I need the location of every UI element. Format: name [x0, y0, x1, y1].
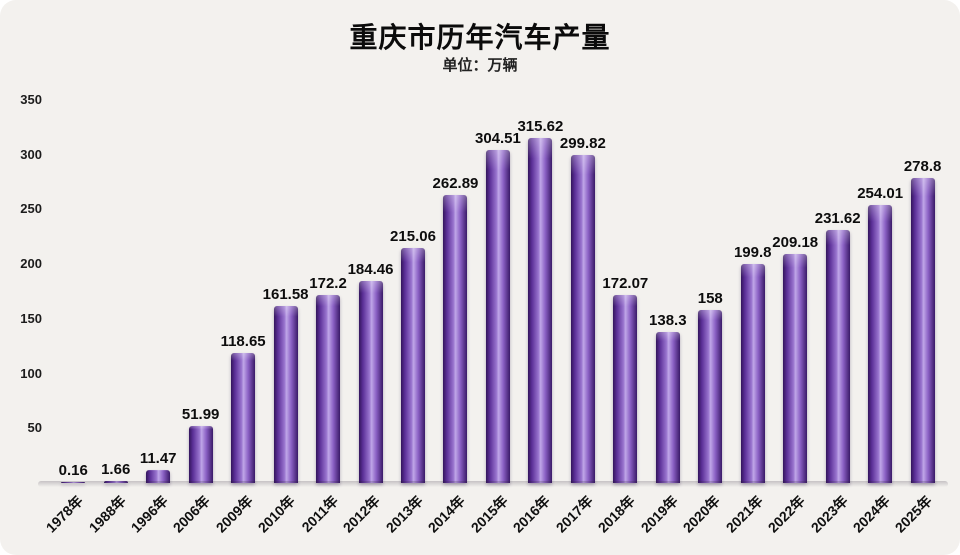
bar-slot: 231.62	[814, 209, 861, 483]
bar-value-label: 172.2	[309, 274, 347, 292]
bar-value-label: 161.58	[262, 286, 309, 304]
bars-row: 0.16 1.66 11.47 51.99 118.65 161.58 172.2 184.4…	[52, 100, 944, 483]
y-tick-label: 100	[20, 365, 42, 381]
bar	[103, 481, 128, 483]
bar-slot: 278.8	[901, 158, 943, 483]
x-axis-labels: 1978年 1988年 1996年 2006年 2009年 2010年 2011年 2012年…	[43, 489, 944, 551]
bar	[61, 481, 86, 483]
bar-value-label: 215.06	[390, 227, 436, 245]
bar	[613, 294, 638, 483]
bar-value-label: 158	[697, 290, 723, 308]
bar-value-label: 138.3	[649, 311, 687, 329]
bar	[910, 177, 935, 483]
bar-slot: 262.89	[432, 175, 479, 483]
bar-value-label: 262.89	[432, 175, 479, 193]
bar-slot: 215.06	[390, 227, 436, 483]
bar-slot: 161.58	[262, 286, 309, 483]
bar-slot: 158	[689, 290, 731, 483]
bar	[740, 264, 765, 483]
bar-value-label: 278.8	[903, 157, 942, 175]
bar-slot: 118.65	[220, 333, 266, 483]
bar	[485, 149, 510, 483]
bar-value-label: 299.82	[559, 134, 606, 152]
bar	[655, 331, 680, 483]
y-tick-label: 250	[20, 201, 42, 217]
bar-value-label: 254.01	[857, 185, 904, 203]
bar-slot: 209.18	[772, 234, 819, 483]
bar	[273, 306, 298, 483]
bar-slot: 199.8	[732, 244, 774, 483]
bar	[443, 195, 468, 483]
y-tick-label: 350	[20, 92, 42, 107]
bar-value-label: 199.8	[733, 244, 772, 262]
chart-title: 重庆市历年汽车产量	[349, 22, 611, 53]
bar	[570, 154, 595, 483]
x-tick-label: 1978年	[42, 492, 86, 536]
bar-value-label: 231.62	[814, 209, 861, 227]
bar	[783, 254, 808, 483]
bar-slot: 315.62	[517, 117, 564, 483]
bar	[825, 229, 850, 483]
bar-value-label: 304.51	[474, 129, 521, 147]
bar	[400, 247, 425, 483]
bar-slot: 172.2	[307, 275, 349, 483]
y-tick-label: 300	[20, 146, 42, 162]
plot-area: 0.16 1.66 11.47 51.99 118.65 161.58 172.2 184.4…	[38, 100, 948, 487]
bar-slot: 304.51	[474, 129, 521, 483]
bar	[231, 353, 256, 483]
bar-value-label: 0.16	[58, 461, 88, 479]
bar	[868, 205, 893, 483]
y-tick-label: 200	[20, 256, 42, 272]
bar-slot: 254.01	[857, 185, 904, 483]
x-tick-slot: 2025年	[892, 489, 943, 551]
bar-value-label: 51.99	[181, 406, 220, 424]
y-tick-label: 50	[27, 420, 42, 436]
bar-value-label: 1.66	[101, 461, 131, 479]
chart-subtitle: 单位：万辆	[442, 57, 518, 74]
bar-slot: 0.16	[52, 461, 94, 483]
bar	[528, 137, 553, 483]
bar-slot: 138.3	[647, 312, 689, 483]
bar-slot: 11.47	[137, 450, 179, 483]
bar-slot: 51.99	[179, 406, 221, 483]
bar-slot: 1.66	[94, 461, 136, 483]
bar-value-label: 184.46	[347, 261, 394, 279]
bar-slot: 299.82	[559, 134, 606, 483]
y-tick-label: 150	[20, 310, 42, 326]
bar	[316, 294, 341, 483]
bar	[188, 426, 213, 483]
bar	[146, 470, 171, 483]
bar	[358, 281, 383, 483]
bar-value-label: 11.47	[139, 450, 177, 468]
bar-value-label: 118.65	[220, 333, 266, 351]
bar	[698, 310, 723, 483]
bar-value-label: 209.18	[772, 234, 819, 252]
bar-value-label: 172.07	[602, 274, 649, 292]
bar-slot: 184.46	[347, 261, 394, 483]
y-axis: 50 100 150 200 250 300 350	[0, 92, 44, 483]
bar-value-label: 315.62	[517, 117, 564, 135]
bar-slot: 172.07	[602, 274, 649, 483]
